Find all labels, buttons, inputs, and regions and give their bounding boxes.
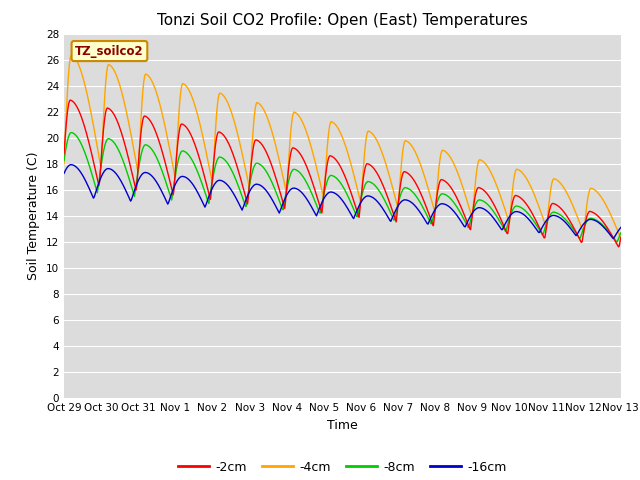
Legend: -2cm, -4cm, -8cm, -16cm: -2cm, -4cm, -8cm, -16cm — [173, 456, 512, 479]
Text: TZ_soilco2: TZ_soilco2 — [75, 45, 144, 58]
Y-axis label: Soil Temperature (C): Soil Temperature (C) — [28, 152, 40, 280]
X-axis label: Time: Time — [327, 419, 358, 432]
Title: Tonzi Soil CO2 Profile: Open (East) Temperatures: Tonzi Soil CO2 Profile: Open (East) Temp… — [157, 13, 528, 28]
